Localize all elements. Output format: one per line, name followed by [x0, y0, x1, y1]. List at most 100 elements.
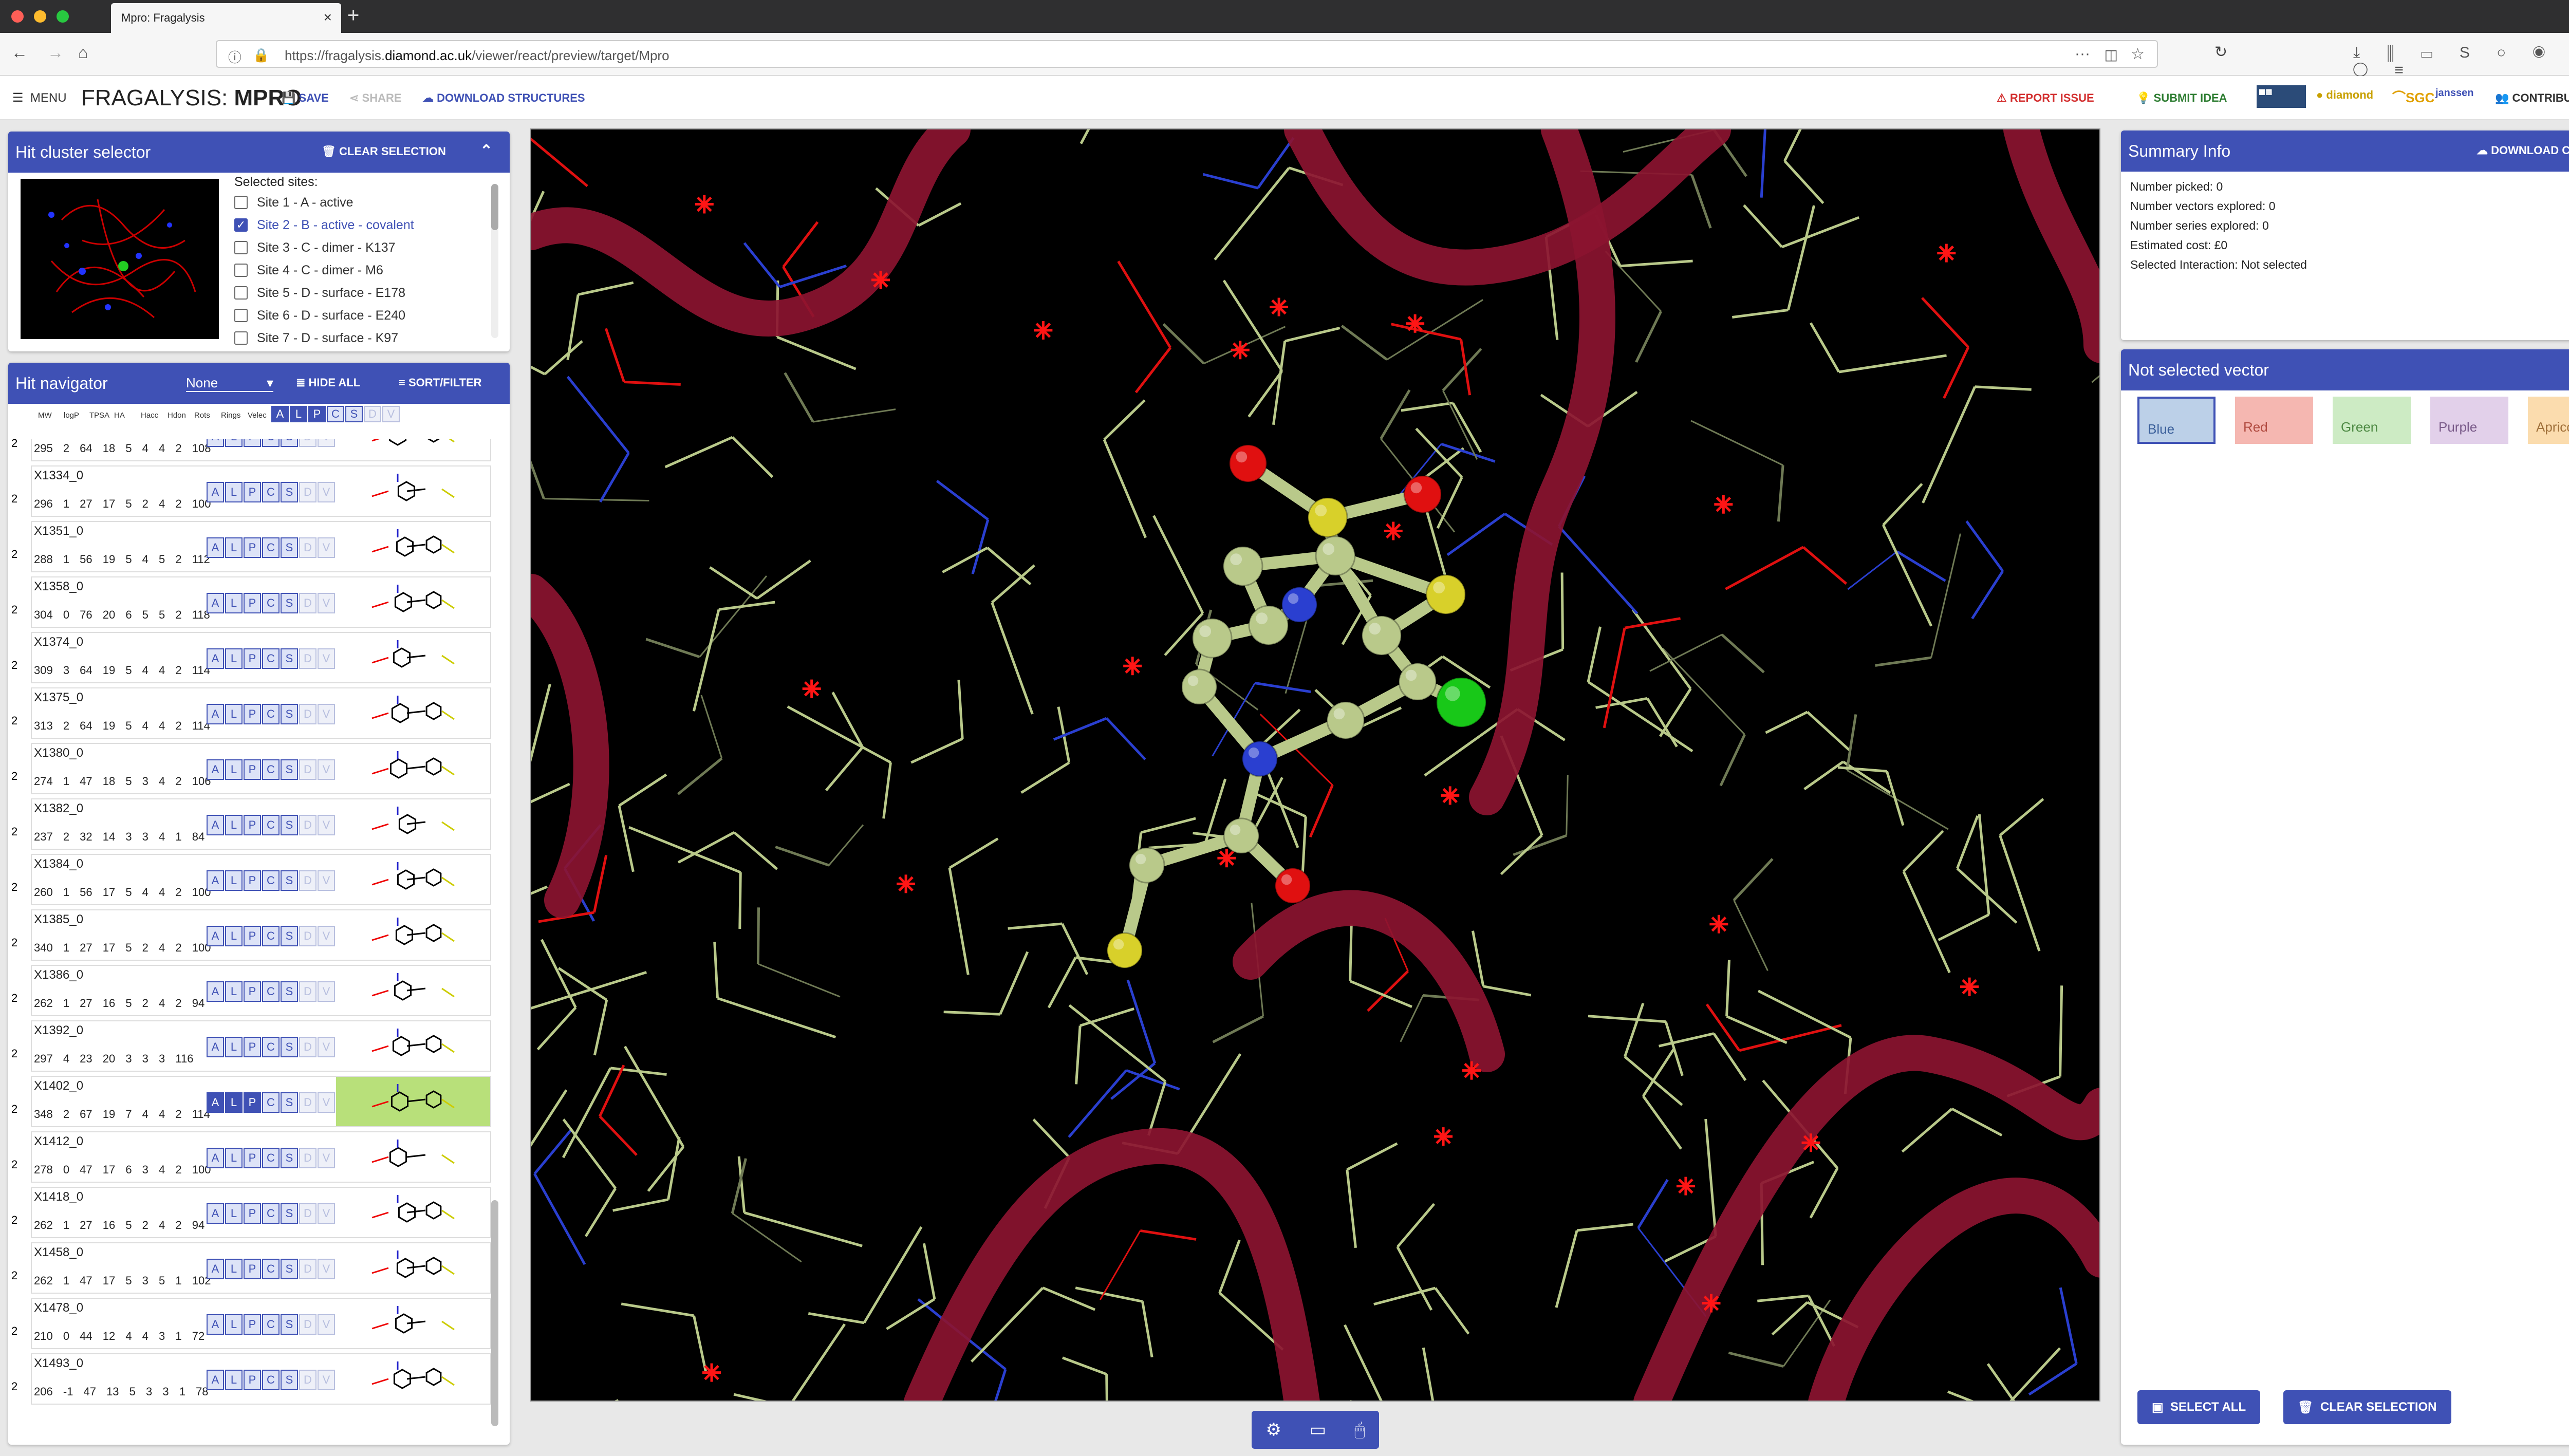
submit-idea-button[interactable]: 💡 SUBMIT IDEA [2136, 91, 2227, 104]
toggle-s-button[interactable]: S [281, 815, 298, 835]
hit-row[interactable]: 2 X1418_0 262 1 27 16 5 2 4 2 94 A L P C S D V [11, 1187, 491, 1238]
toggle-a-button[interactable]: A [207, 759, 224, 780]
site-row[interactable]: Site 1 - A - active [234, 191, 414, 214]
toggle-p-button[interactable]: P [244, 537, 261, 558]
site-checkbox[interactable] [234, 196, 248, 209]
molecule-thumbnail[interactable] [336, 1021, 490, 1071]
toggle-c-button[interactable]: C [262, 537, 280, 558]
molecule-thumbnail[interactable] [336, 1299, 490, 1348]
toggle-p-button[interactable]: P [244, 926, 261, 946]
hit-row[interactable]: 2 X1385_0 340 1 27 17 5 2 4 2 100 A L P C S D V [11, 909, 491, 961]
toggle-v-button[interactable]: V [318, 1259, 335, 1279]
hide-all-button[interactable]: ≣ HIDE ALL [296, 376, 361, 389]
toggle-s-button[interactable]: S [281, 537, 298, 558]
toggle-all-s[interactable]: S [345, 406, 363, 422]
toggle-l-button[interactable]: L [225, 593, 243, 613]
toggle-l-button[interactable]: L [225, 870, 243, 891]
molecule-thumbnail[interactable] [336, 966, 490, 1015]
toggle-l-button[interactable]: L [225, 482, 243, 502]
toggle-d-button[interactable]: D [299, 593, 317, 613]
toggle-all-l[interactable]: L [290, 406, 307, 422]
toggle-d-button[interactable]: D [299, 1037, 317, 1057]
molecule-viewer[interactable] [530, 128, 2100, 1402]
site-row[interactable]: Site 5 - D - surface - E178 [234, 282, 414, 304]
toggle-p-button[interactable]: P [244, 1148, 261, 1168]
site-checkbox[interactable] [234, 264, 248, 277]
molecule-thumbnail[interactable] [336, 633, 490, 682]
hit-row[interactable]: 2 X1402_0 348 2 67 19 7 4 4 2 114 A L P C S D V [11, 1076, 491, 1127]
site-checkbox[interactable] [234, 309, 248, 322]
toggle-a-button[interactable]: A [207, 537, 224, 558]
toggle-c-button[interactable]: C [262, 981, 280, 1002]
toggle-l-button[interactable]: L [225, 704, 243, 724]
toggle-d-button[interactable]: D [299, 1148, 317, 1168]
toggle-a-button[interactable]: A [207, 482, 224, 502]
molecule-thumbnail[interactable] [336, 688, 490, 738]
site-list-scrollbar[interactable] [491, 184, 498, 338]
toggle-c-button[interactable]: C [262, 870, 280, 891]
toggle-p-button[interactable]: P [244, 439, 261, 447]
toggle-a-button[interactable]: A [207, 593, 224, 613]
toggle-d-button[interactable]: D [299, 759, 317, 780]
toggle-l-button[interactable]: L [225, 1314, 243, 1335]
toggle-v-button[interactable]: V [318, 537, 335, 558]
toggle-l-button[interactable]: L [225, 1370, 243, 1390]
site-checkbox[interactable] [234, 286, 248, 300]
toggle-l-button[interactable]: L [225, 926, 243, 946]
toggle-s-button[interactable]: S [281, 648, 298, 669]
menu-button[interactable]: ☰ MENU [12, 91, 67, 105]
toggle-d-button[interactable]: D [299, 704, 317, 724]
toggle-p-button[interactable]: P [244, 981, 261, 1002]
select-all-button[interactable]: ▣ SELECT ALL [2137, 1390, 2261, 1424]
forward-icon[interactable]: → [47, 43, 64, 62]
molecule-thumbnail[interactable] [336, 744, 490, 793]
toggle-v-button[interactable]: V [318, 815, 335, 835]
browser-extension-icons[interactable]: ⤓ ⫼ ▭ S ○ ◉ ● ◯ ≡ [2353, 44, 2569, 79]
molecule-thumbnail[interactable] [336, 1132, 490, 1182]
toggle-c-button[interactable]: C [262, 648, 280, 669]
hit-row[interactable]: 2 X1478_0 210 0 44 12 4 4 3 1 72 A L P C S D V [11, 1298, 491, 1349]
toggle-v-button[interactable]: V [318, 870, 335, 891]
url-bar[interactable]: ⓘ 🔒 https://fragalysis.diamond.ac.uk/vie… [216, 40, 2158, 68]
site-row[interactable]: Site 3 - C - dimer - K137 [234, 236, 414, 259]
toggle-v-button[interactable]: V [318, 593, 335, 613]
zoom-window-button[interactable] [57, 10, 69, 23]
toggle-a-button[interactable]: A [207, 815, 224, 835]
toggle-a-button[interactable]: A [207, 1037, 224, 1057]
toggle-s-button[interactable]: S [281, 870, 298, 891]
toggle-d-button[interactable]: D [299, 537, 317, 558]
toggle-p-button[interactable]: P [244, 1314, 261, 1335]
report-issue-button[interactable]: ⚠ REPORT ISSUE [1997, 91, 2094, 104]
toggle-p-button[interactable]: P [244, 759, 261, 780]
toggle-c-button[interactable]: C [262, 1370, 280, 1390]
toggle-a-button[interactable]: A [207, 1370, 224, 1390]
filter-select[interactable]: None ▾ [186, 375, 273, 392]
toggle-s-button[interactable]: S [281, 1370, 298, 1390]
site-row[interactable]: ✓ Site 2 - B - active - covalent [234, 214, 414, 236]
minimize-window-button[interactable] [34, 10, 46, 23]
toggle-l-button[interactable]: L [225, 1037, 243, 1057]
new-tab-icon[interactable]: + [347, 4, 360, 27]
toggle-v-button[interactable]: V [318, 648, 335, 669]
hit-row[interactable]: 2 X1334_0 296 1 27 17 5 2 4 2 100 A L P C S D V [11, 465, 491, 517]
site-checkbox[interactable] [234, 241, 248, 254]
toggle-c-button[interactable]: C [262, 1259, 280, 1279]
toggle-a-button[interactable]: A [207, 1203, 224, 1224]
toggle-d-button[interactable]: D [299, 648, 317, 669]
molecule-thumbnail[interactable] [336, 522, 490, 571]
toggle-c-button[interactable]: C [262, 1092, 280, 1113]
toggle-d-button[interactable]: D [299, 1314, 317, 1335]
page-actions-icon[interactable]: ··· [2075, 45, 2090, 62]
toggle-v-button[interactable]: V [318, 704, 335, 724]
toggle-c-button[interactable]: C [262, 1203, 280, 1224]
toggle-s-button[interactable]: S [281, 704, 298, 724]
toggle-all-v[interactable]: V [382, 406, 400, 422]
vector-clear-selection-button[interactable]: 🗑 CLEAR SELECTION [2283, 1390, 2451, 1424]
toggle-a-button[interactable]: A [207, 926, 224, 946]
display-icon[interactable]: ▭ [1309, 1420, 1327, 1440]
cluster-thumbnail[interactable] [21, 179, 219, 339]
toggle-s-button[interactable]: S [281, 482, 298, 502]
toggle-d-button[interactable]: D [299, 1370, 317, 1390]
hit-row[interactable]: 2 X1358_0 304 0 76 20 6 5 5 2 118 A L P C S D V [11, 576, 491, 628]
molecule-thumbnail[interactable] [336, 1354, 490, 1404]
